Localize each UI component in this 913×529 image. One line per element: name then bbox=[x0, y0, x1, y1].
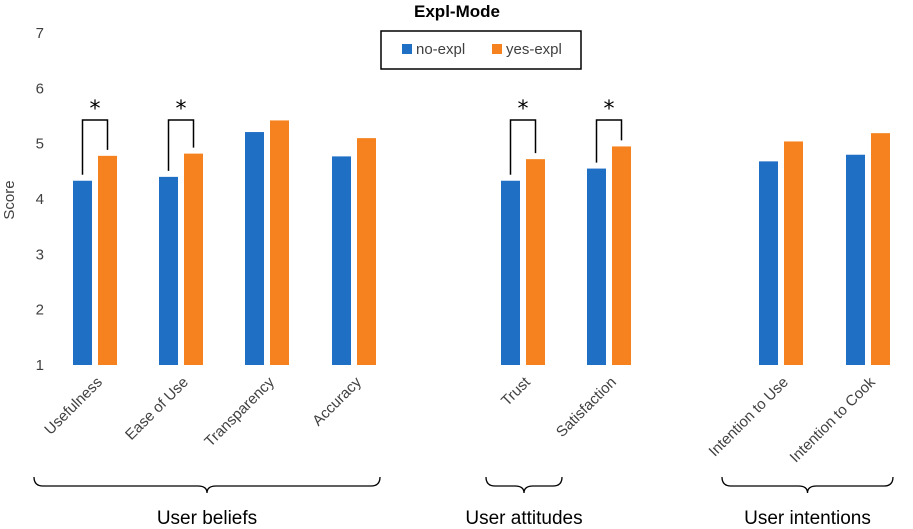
x-axis-labels: Usefulness Ease of Use Transparency Accurac… bbox=[41, 373, 879, 466]
significance-bracket bbox=[81, 119, 109, 175]
bar-yes-expl-intention-to-use bbox=[784, 141, 803, 365]
legend-label-yes-expl: yes-expl bbox=[506, 41, 562, 58]
y-axis-title: Score bbox=[1, 180, 18, 219]
significance-star: * bbox=[176, 97, 187, 122]
y-tick-label: 3 bbox=[36, 246, 44, 263]
bar-yes-expl-ease-of-use bbox=[184, 153, 203, 365]
legend-swatch-no-expl bbox=[402, 44, 412, 54]
legend-swatch-yes-expl bbox=[492, 44, 502, 54]
y-tick-label: 1 bbox=[36, 357, 44, 374]
legend: no-expl yes-expl bbox=[380, 30, 582, 70]
x-tick-label: Accuracy bbox=[309, 373, 365, 429]
x-tick-label: Intention to Cook bbox=[787, 373, 880, 466]
bar-yes-expl-accuracy bbox=[357, 138, 376, 365]
bar-no-expl-usefulness bbox=[73, 180, 92, 365]
y-axis-ticks: 1 2 3 4 5 6 7 bbox=[36, 25, 44, 374]
bar-yes-expl-usefulness bbox=[98, 155, 117, 365]
y-tick-label: 4 bbox=[36, 191, 44, 208]
bar-yes-expl-satisfaction bbox=[612, 146, 631, 365]
x-tick-label: Ease of Use bbox=[122, 374, 192, 444]
significance-markers: * * * * bbox=[81, 97, 623, 175]
legend-box bbox=[380, 30, 582, 70]
x-tick-label: Intention to Use bbox=[706, 374, 792, 460]
group-brace bbox=[721, 476, 894, 494]
legend-label-no-expl: no-expl bbox=[416, 41, 465, 58]
group-brace bbox=[33, 476, 381, 494]
significance-bracket bbox=[595, 119, 623, 163]
y-tick-label: 6 bbox=[36, 80, 44, 97]
group-label: User beliefs bbox=[157, 508, 257, 529]
group-label: User intentions bbox=[744, 508, 871, 529]
group-brace bbox=[485, 476, 563, 494]
group-brackets: User beliefs User attitudes User intention… bbox=[33, 476, 894, 529]
significance-bracket bbox=[509, 119, 537, 175]
x-tick-label: Satisfaction bbox=[553, 374, 620, 441]
significance-bracket bbox=[167, 119, 195, 171]
significance-star: * bbox=[90, 97, 101, 122]
bar-no-expl-trust bbox=[501, 180, 520, 365]
bar-no-expl-satisfaction bbox=[587, 168, 606, 365]
bar-no-expl-accuracy bbox=[332, 156, 351, 365]
bar-no-expl-intention-to-cook bbox=[846, 154, 865, 365]
x-tick-label: Trust bbox=[498, 373, 534, 409]
y-tick-label: 7 bbox=[36, 25, 44, 42]
bar-no-expl-ease-of-use bbox=[159, 176, 178, 365]
bar-yes-expl-intention-to-cook bbox=[871, 133, 890, 365]
bar-yes-expl-trust bbox=[526, 159, 545, 365]
significance-star: * bbox=[604, 97, 615, 122]
y-tick-label: 5 bbox=[36, 136, 44, 153]
bar-no-expl-intention-to-use bbox=[759, 161, 778, 365]
chart-title: Expl-Mode bbox=[414, 2, 500, 21]
group-label: User attitudes bbox=[465, 508, 582, 529]
significance-star: * bbox=[518, 97, 529, 122]
bar-yes-expl-transparency bbox=[270, 120, 289, 365]
bar-no-expl-transparency bbox=[245, 132, 264, 365]
x-tick-label: Usefulness bbox=[41, 374, 105, 438]
x-tick-label: Transparency bbox=[201, 373, 278, 450]
y-tick-label: 2 bbox=[36, 302, 44, 319]
bars bbox=[73, 120, 890, 365]
